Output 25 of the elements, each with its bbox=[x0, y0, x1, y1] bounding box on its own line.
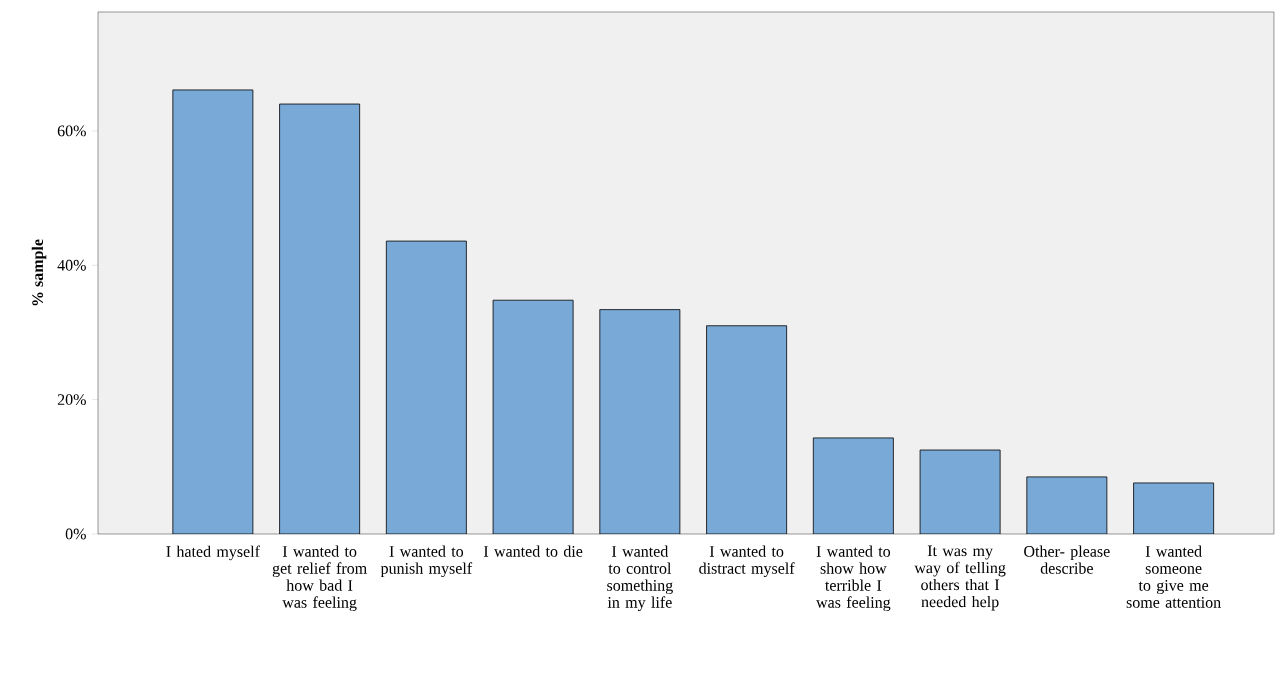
x-tick-label: I wanted to punish myself bbox=[380, 545, 473, 578]
x-tick-label: I wanted someone to give me some attention bbox=[1126, 545, 1221, 608]
x-tick-label: I wanted to show how terrible I was feeling bbox=[816, 545, 891, 612]
bar bbox=[493, 300, 574, 534]
bar bbox=[386, 241, 467, 534]
y-tick-label: 40% bbox=[57, 259, 86, 271]
x-tick-label: It was my way of telling others that I needed help bbox=[914, 545, 1006, 611]
bar bbox=[1026, 476, 1107, 534]
bar bbox=[599, 309, 680, 534]
x-tick-label: I wanted to get relief from how bad I was feeling bbox=[272, 545, 367, 612]
x-tick-label: I wanted to control something in my life bbox=[607, 545, 673, 612]
x-tick-label: Other- please describe bbox=[1024, 545, 1110, 574]
bar bbox=[279, 104, 360, 534]
y-tick-label: 20% bbox=[57, 394, 86, 406]
y-tick-label: 60% bbox=[57, 125, 86, 137]
bar bbox=[1133, 482, 1215, 534]
bar bbox=[172, 89, 253, 534]
y-axis-title: % sample bbox=[31, 239, 47, 306]
y-tick-label: 0% bbox=[65, 528, 86, 540]
x-tick-label: I hated myself bbox=[166, 545, 260, 561]
x-tick-label: I wanted to distract myself bbox=[699, 545, 795, 578]
bar bbox=[920, 450, 1001, 534]
x-tick-label: I wanted to die bbox=[483, 545, 583, 557]
bar bbox=[813, 437, 894, 534]
bar bbox=[706, 325, 787, 534]
